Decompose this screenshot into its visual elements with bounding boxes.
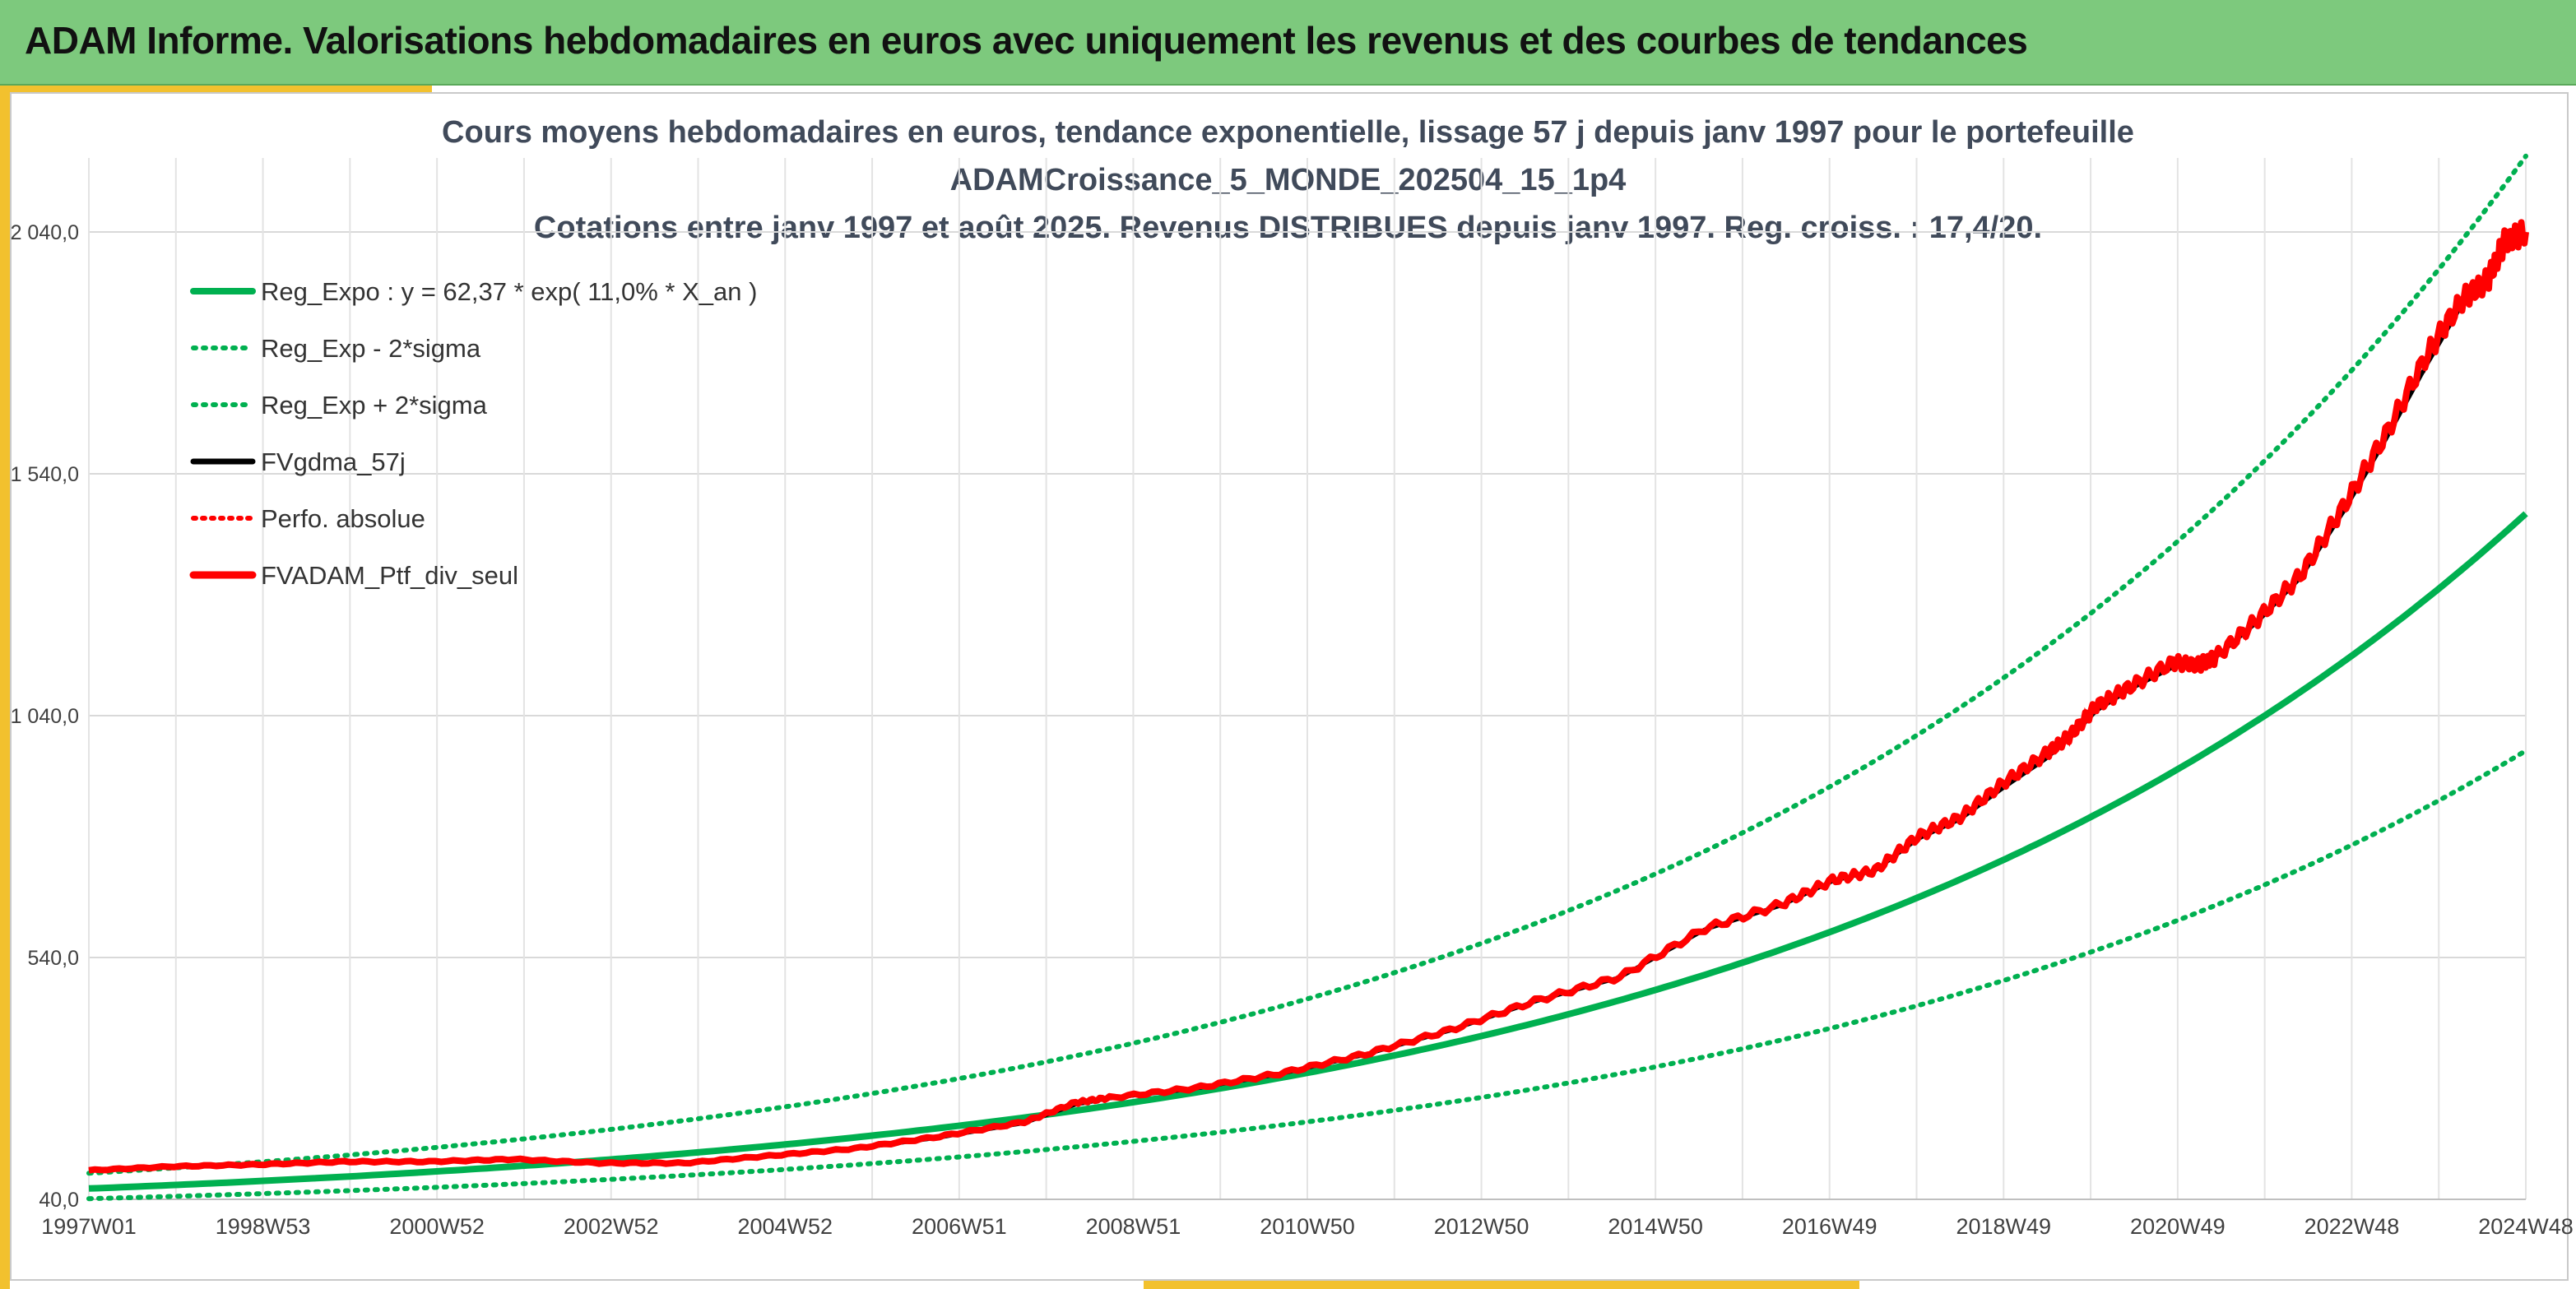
x-tick-label: 2012W50	[1434, 1214, 1529, 1239]
legend-label: FVADAM_Ptf_div_seul	[261, 561, 518, 590]
legend-item: FVADAM_Ptf_div_seul	[189, 561, 518, 590]
legend-label: FVgdma_57j	[261, 447, 406, 476]
x-tick-label: 2020W49	[2130, 1214, 2226, 1239]
series-reg-expo	[88, 511, 2528, 1192]
x-tick-label: 2004W52	[737, 1214, 833, 1239]
x-tick-label: 2024W48	[2478, 1214, 2574, 1239]
y-axis: 40,0 540,0 1 040,0 1 540,0 2 040,0	[11, 221, 79, 1212]
legend-label: Reg_Exp - 2*sigma	[261, 334, 481, 363]
report-banner: ADAM Informe. Valorisations hebdomadaire…	[0, 0, 2576, 86]
x-tick-label: 2018W49	[1956, 1214, 2051, 1239]
x-tick-label: 2010W50	[1260, 1214, 1355, 1239]
legend-item: Reg_Expo : y = 62,37 * exp( 11,0% * X_an…	[190, 277, 757, 306]
x-tick-label: 2022W48	[2304, 1214, 2400, 1239]
legend-item: Reg_Exp + 2*sigma	[191, 391, 488, 420]
grid	[88, 158, 2527, 1200]
report-title: ADAM Informe. Valorisations hebdomadaire…	[25, 19, 2028, 62]
y-tick-label: 540,0	[27, 947, 79, 970]
legend-item: FVgdma_57j	[190, 447, 406, 476]
accent-bar-bottom	[1144, 1281, 1859, 1289]
x-tick-label: 2014W50	[1608, 1214, 1703, 1239]
accent-bar-left	[0, 86, 10, 1289]
series-reg-plus-2sigma	[86, 153, 2528, 1176]
y-tick-label: 2 040,0	[11, 221, 79, 244]
legend-item: Reg_Exp - 2*sigma	[191, 334, 481, 363]
legend-item: Perfo. absolue	[191, 504, 425, 533]
x-tick-label: 2002W52	[564, 1214, 659, 1239]
legend-label: Reg_Expo : y = 62,37 * exp( 11,0% * X_an…	[261, 277, 757, 306]
accent-bar-top	[0, 86, 432, 94]
series-reg-minus-2sigma	[86, 748, 2528, 1202]
x-tick-label: 2006W51	[912, 1214, 1007, 1239]
x-tick-label: 2008W51	[1086, 1214, 1181, 1239]
y-tick-label: 40,0	[39, 1189, 79, 1212]
chart-title: Cours moyens hebdomadaires en euros, ten…	[442, 115, 2134, 150]
x-axis: 1997W01 1998W53 2000W52 2002W52 2004W52 2006W…	[41, 1199, 2574, 1239]
legend: Reg_Expo : y = 62,37 * exp( 11,0% * X_an…	[189, 277, 757, 590]
x-tick-label: 1998W53	[216, 1214, 311, 1239]
x-tick-label: 1997W01	[41, 1214, 137, 1239]
x-tick-label: 2016W49	[1782, 1214, 1877, 1239]
series-fvadam-ptf	[88, 219, 2529, 1174]
legend-label: Reg_Exp + 2*sigma	[261, 391, 488, 420]
y-tick-label: 1 040,0	[11, 705, 79, 728]
legend-label: Perfo. absolue	[261, 504, 425, 533]
chart-subtitle: ADAMCroissance_5_MONDE_202504_15_1p4	[949, 163, 1627, 197]
y-tick-label: 1 540,0	[11, 463, 79, 486]
series-lines	[86, 153, 2529, 1202]
x-tick-label: 2000W52	[389, 1214, 485, 1239]
